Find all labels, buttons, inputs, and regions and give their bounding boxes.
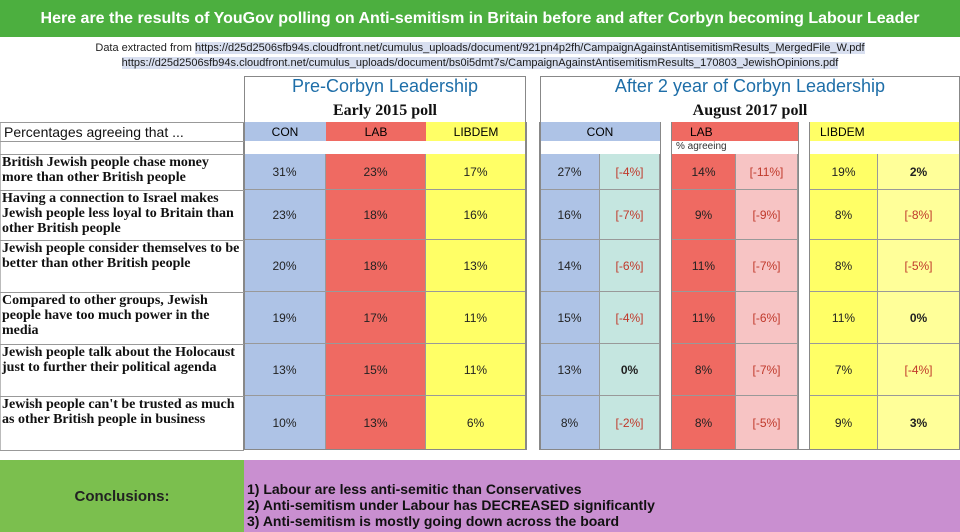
row-divider: [0, 190, 244, 191]
post-value-cell: 8%: [810, 190, 878, 240]
row-divider: [0, 292, 244, 293]
pre-heading: Pre-Corbyn Leadership: [291, 76, 479, 96]
post-value-cell: 14%: [540, 240, 600, 292]
pre-section-border: [244, 76, 526, 450]
change-value-cell: [-8%]: [878, 190, 960, 240]
column-separator: [660, 122, 672, 450]
row-label-column: [0, 122, 244, 450]
change-value-cell: [-7%]: [600, 190, 660, 240]
change-value-cell: [-4%]: [878, 344, 960, 396]
change-value-cell: [-6%]: [736, 292, 798, 344]
change-value-cell: 0%: [878, 292, 960, 344]
row-divider: [0, 240, 244, 241]
change-value-cell: [-9%]: [736, 190, 798, 240]
post-value-cell: 8%: [672, 344, 736, 396]
post-party-libdem: LIBDEM: [810, 122, 960, 141]
post-value-cell: 7%: [810, 344, 878, 396]
post-poll: August 2017 poll: [692, 102, 808, 119]
change-value-cell: [-11%]: [736, 154, 798, 190]
pre-value-cell: 16%: [426, 190, 526, 240]
pre-value-cell: 19%: [244, 292, 326, 344]
post-value-cell: 13%: [540, 344, 600, 396]
row-divider: [0, 344, 244, 345]
pre-value-cell: 15%: [326, 344, 426, 396]
pre-value-cell: 11%: [426, 292, 526, 344]
conclusion-item: 1) Labour are less anti-semitic than Con…: [247, 481, 582, 497]
change-value-cell: [-4%]: [600, 292, 660, 344]
pre-party-con: CON: [244, 122, 326, 141]
row-divider: [0, 450, 244, 451]
pre-value-cell: 18%: [326, 240, 426, 292]
pre-value-cell: 13%: [244, 344, 326, 396]
pre-value-cell: 18%: [326, 190, 426, 240]
change-value-cell: [-6%]: [600, 240, 660, 292]
change-value-cell: [-5%]: [736, 396, 798, 450]
conclusions-label: Conclusions:: [0, 460, 244, 532]
post-value-cell: 8%: [810, 240, 878, 292]
pre-value-cell: 13%: [326, 396, 426, 450]
row-divider: [0, 396, 244, 397]
row-divider: [0, 141, 244, 142]
change-value-cell: [-7%]: [736, 240, 798, 292]
row-statement: Jewish people can't be trusted as much a…: [2, 397, 235, 427]
post-heading: After 2 year of Corbyn Leadership: [614, 76, 886, 96]
post-section-border: [540, 76, 960, 450]
change-value-cell: [-2%]: [600, 396, 660, 450]
pre-poll: Early 2015 poll: [332, 102, 437, 119]
source-link-2[interactable]: https://d25d2506sfb94s.cloudfront.net/cu…: [121, 57, 839, 69]
source-link-1[interactable]: https://d25d2506sfb94s.cloudfront.net/cu…: [195, 42, 865, 54]
pre-value-cell: 23%: [244, 190, 326, 240]
row-statement: Compared to other groups, Jewish people …: [2, 293, 210, 338]
post-value-cell: 9%: [810, 396, 878, 450]
pre-value-cell: 20%: [244, 240, 326, 292]
row-statement: Having a connection to Israel makes Jewi…: [2, 191, 234, 236]
change-value-cell: [-4%]: [600, 154, 660, 190]
row-statement: Jewish people consider themselves to be …: [2, 241, 240, 271]
pre-value-cell: 17%: [426, 154, 526, 190]
post-value-cell: 19%: [810, 154, 878, 190]
row-header: Percentages agreeing that ...: [4, 124, 184, 140]
data-source: Data extracted from https://d25d2506sfb9…: [0, 38, 960, 72]
change-value-cell: 0%: [600, 344, 660, 396]
post-value-cell: 16%: [540, 190, 600, 240]
conclusion-item: 3) Anti-semitism is mostly going down ac…: [247, 513, 620, 529]
row-divider: [0, 154, 244, 155]
row-divider: [0, 122, 244, 123]
pre-value-cell: 10%: [244, 396, 326, 450]
pre-party-lab: LAB: [326, 122, 426, 141]
post-value-cell: 9%: [672, 190, 736, 240]
pre-value-cell: 31%: [244, 154, 326, 190]
change-value-cell: [-7%]: [736, 344, 798, 396]
post-value-cell: 11%: [810, 292, 878, 344]
post-party-con: CON: [540, 122, 660, 141]
conclusions-box: 1) Labour are less anti-semitic than Con…: [244, 460, 960, 532]
column-separator: [798, 122, 810, 450]
pre-value-cell: 23%: [326, 154, 426, 190]
pre-value-cell: 6%: [426, 396, 526, 450]
pre-value-cell: 11%: [426, 344, 526, 396]
post-value-cell: 15%: [540, 292, 600, 344]
change-value-cell: 3%: [878, 396, 960, 450]
column-separator: [526, 122, 540, 450]
pre-value-cell: 13%: [426, 240, 526, 292]
row-statement: Jewish people talk about the Holocaust j…: [2, 345, 235, 375]
post-party-lab: LAB: [672, 122, 798, 141]
pre-party-libdem: LIBDEM: [426, 122, 526, 141]
page-title: Here are the results of YouGov polling o…: [0, 0, 960, 37]
change-value-cell: 2%: [878, 154, 960, 190]
row-statement: British Jewish people chase money more t…: [2, 155, 209, 185]
conclusion-item: 2) Anti-semitism under Labour has DECREA…: [247, 497, 655, 513]
post-value-cell: 14%: [672, 154, 736, 190]
post-value-cell: 11%: [672, 240, 736, 292]
post-value-cell: 27%: [540, 154, 600, 190]
pre-value-cell: 17%: [326, 292, 426, 344]
source-prefix: Data extracted from: [95, 42, 192, 54]
post-value-cell: 11%: [672, 292, 736, 344]
agreeing-note: % agreeing: [676, 141, 727, 152]
